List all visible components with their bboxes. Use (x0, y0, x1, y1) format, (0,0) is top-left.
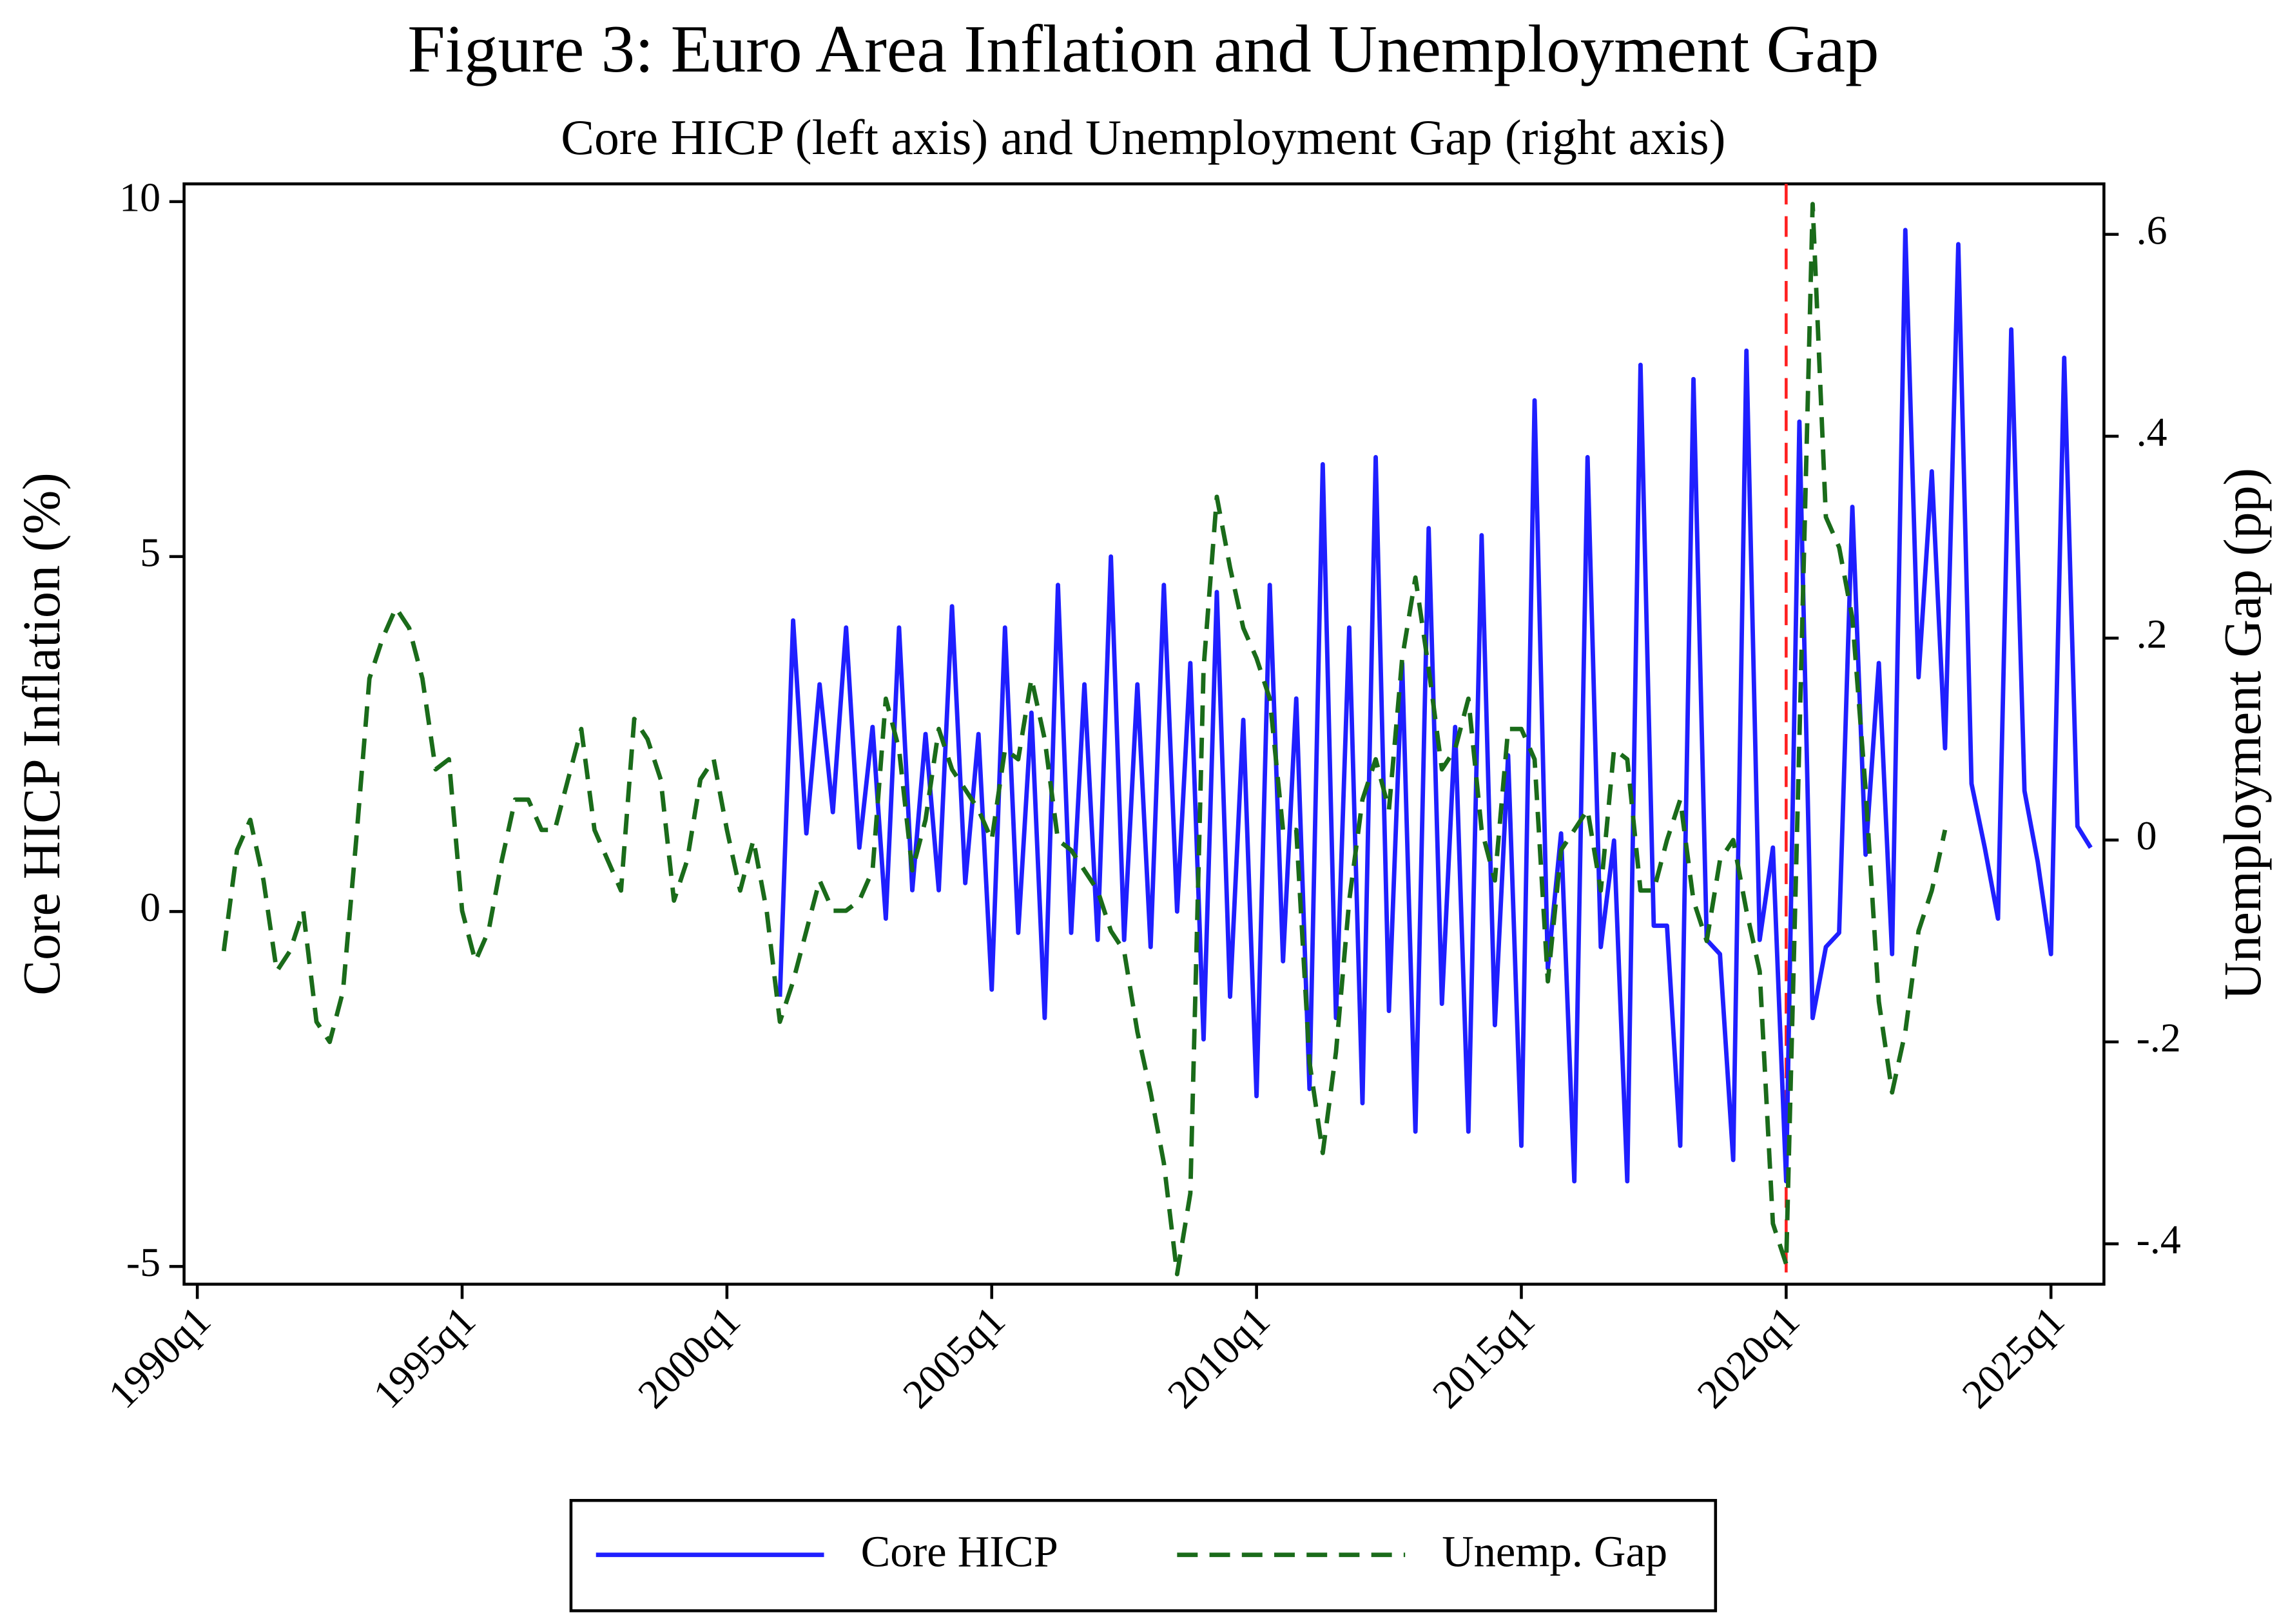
y-tick-label: 0 (140, 884, 160, 930)
y2-axis-title: Unemployment Gap (pp) (2213, 468, 2272, 1000)
y2-tick-label: -.2 (2137, 1014, 2181, 1060)
y-tick-label: -5 (126, 1239, 160, 1285)
y-tick-label: 5 (140, 529, 160, 575)
chart-title: Figure 3: Euro Area Inflation and Unempl… (407, 11, 1879, 86)
series-line (777, 227, 2093, 1184)
series-line (221, 202, 1948, 1277)
y2-tick-label: .4 (2137, 409, 2167, 455)
legend-label: Unemp. Gap (1442, 1527, 1667, 1576)
y-axis-title: Core HICP Inflation (%) (12, 472, 71, 996)
chart-subtitle: Core HICP (left axis) and Unemployment G… (561, 110, 1725, 165)
plot-frame (182, 182, 2106, 1286)
y2-tick-label: .6 (2137, 207, 2167, 253)
y2-tick-label: -.4 (2137, 1217, 2181, 1262)
y2-tick-label: .2 (2137, 611, 2167, 657)
legend-label: Core HICP (861, 1527, 1058, 1576)
y-tick-label: 10 (119, 175, 160, 220)
y2-tick-label: 0 (2137, 813, 2157, 858)
